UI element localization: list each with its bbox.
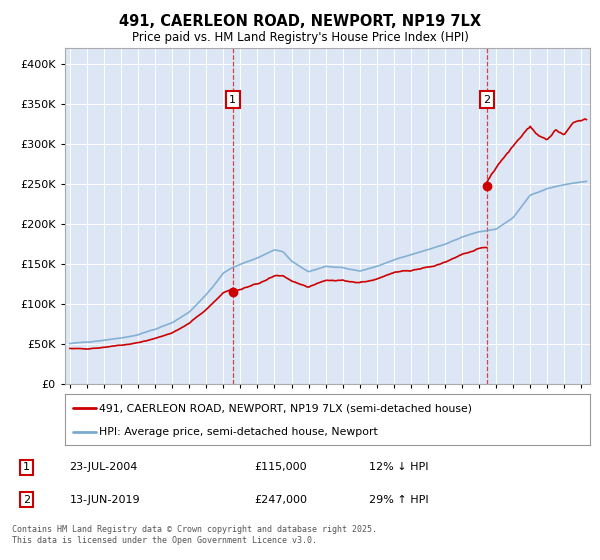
Text: Price paid vs. HM Land Registry's House Price Index (HPI): Price paid vs. HM Land Registry's House … <box>131 31 469 44</box>
Text: HPI: Average price, semi-detached house, Newport: HPI: Average price, semi-detached house,… <box>99 427 377 437</box>
Text: 29% ↑ HPI: 29% ↑ HPI <box>369 494 429 505</box>
Text: 2: 2 <box>483 95 490 105</box>
Text: 2: 2 <box>23 494 30 505</box>
Text: 1: 1 <box>23 463 30 472</box>
Text: £247,000: £247,000 <box>254 494 307 505</box>
Text: Contains HM Land Registry data © Crown copyright and database right 2025.
This d: Contains HM Land Registry data © Crown c… <box>12 525 377 545</box>
Text: 12% ↓ HPI: 12% ↓ HPI <box>369 463 428 472</box>
Text: 1: 1 <box>229 95 236 105</box>
Text: 23-JUL-2004: 23-JUL-2004 <box>70 463 138 472</box>
Text: £115,000: £115,000 <box>254 463 307 472</box>
Text: 13-JUN-2019: 13-JUN-2019 <box>70 494 140 505</box>
Text: 491, CAERLEON ROAD, NEWPORT, NP19 7LX (semi-detached house): 491, CAERLEON ROAD, NEWPORT, NP19 7LX (s… <box>99 403 472 413</box>
Text: 491, CAERLEON ROAD, NEWPORT, NP19 7LX: 491, CAERLEON ROAD, NEWPORT, NP19 7LX <box>119 14 481 29</box>
